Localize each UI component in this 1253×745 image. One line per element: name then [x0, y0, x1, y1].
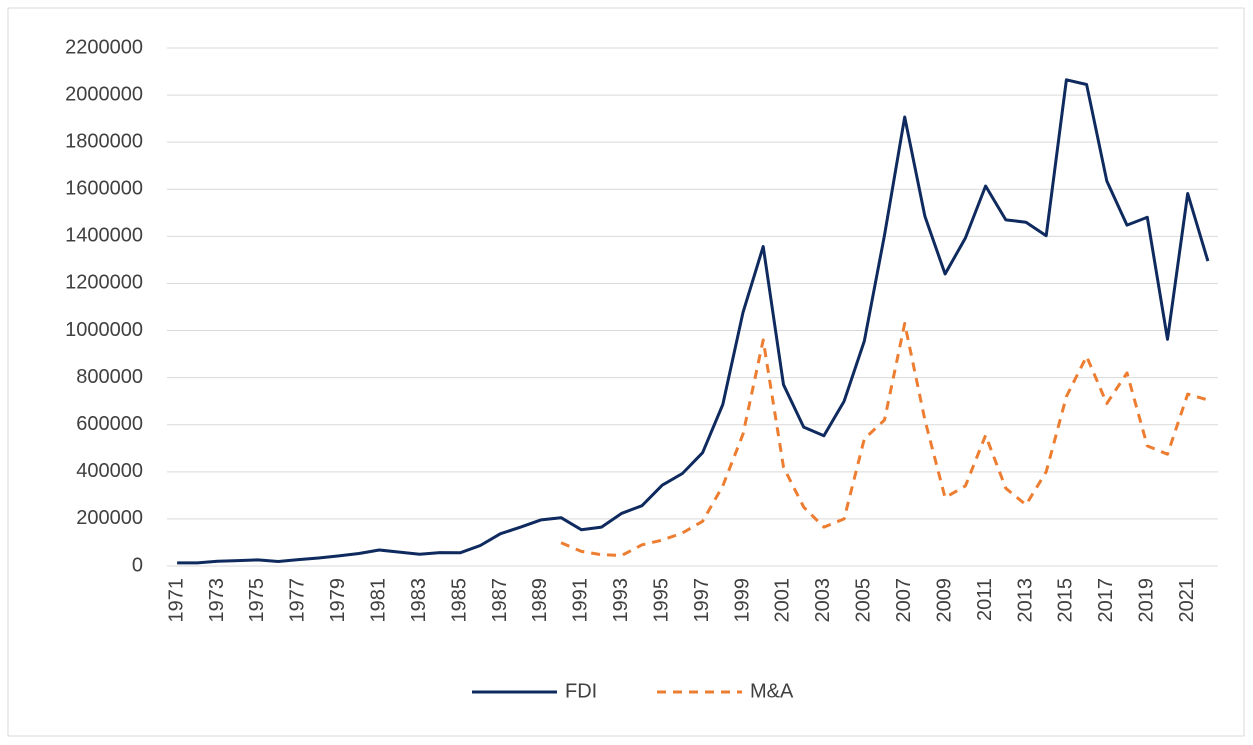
- x-tick-label: 2009: [933, 578, 955, 623]
- x-tick-label: 2003: [812, 578, 834, 623]
- x-tick-label: 1973: [206, 578, 228, 623]
- x-tick-label: 1981: [368, 578, 390, 623]
- x-tick-label: 1971: [165, 578, 187, 623]
- x-tick-label: 2011: [974, 578, 996, 621]
- x-tick-label: 2005: [853, 578, 875, 623]
- x-tick-label: 1995: [650, 578, 672, 623]
- x-tick-label: 2015: [1055, 578, 1077, 623]
- x-tick-label: 1993: [610, 578, 632, 623]
- y-tick-label: 400000: [76, 460, 143, 482]
- x-tick-label: 1989: [529, 578, 551, 623]
- legend-label: FDI: [565, 680, 597, 702]
- x-tick-label: 1985: [448, 578, 470, 623]
- x-tick-label: 2013: [1014, 578, 1036, 623]
- y-tick-label: 2000000: [65, 83, 143, 105]
- x-tick-label: 2007: [893, 578, 915, 623]
- x-tick-label: 1991: [570, 578, 592, 623]
- y-tick-label: 600000: [76, 413, 143, 435]
- y-tick-label: 800000: [76, 366, 143, 388]
- y-tick-label: 1400000: [65, 225, 143, 247]
- x-tick-label: 1983: [408, 578, 430, 623]
- x-tick-label: 2019: [1136, 578, 1158, 623]
- series-line: [177, 78, 1210, 565]
- chart-border: [7, 7, 1245, 737]
- x-tick-label: 1997: [691, 578, 713, 623]
- y-tick-label: 0: [132, 554, 143, 576]
- legend-label: M&A: [750, 680, 794, 702]
- y-tick-label: 1600000: [65, 178, 143, 200]
- y-tick-label: 1000000: [65, 319, 143, 341]
- y-tick-label: 2200000: [65, 36, 143, 58]
- series-line: [560, 322, 1209, 557]
- x-tick-label: 2021: [1176, 578, 1198, 623]
- x-tick-label: 1999: [731, 578, 753, 623]
- x-tick-label: 2001: [772, 578, 794, 623]
- x-tick-label: 2017: [1095, 578, 1117, 623]
- x-tick-label: 1979: [327, 578, 349, 623]
- x-tick-label: 1977: [287, 578, 309, 623]
- y-tick-label: 1800000: [65, 130, 143, 152]
- x-tick-label: 1987: [489, 578, 511, 623]
- x-tick-label: 1975: [246, 578, 268, 623]
- y-tick-label: 200000: [76, 507, 143, 529]
- y-tick-label: 1200000: [65, 272, 143, 294]
